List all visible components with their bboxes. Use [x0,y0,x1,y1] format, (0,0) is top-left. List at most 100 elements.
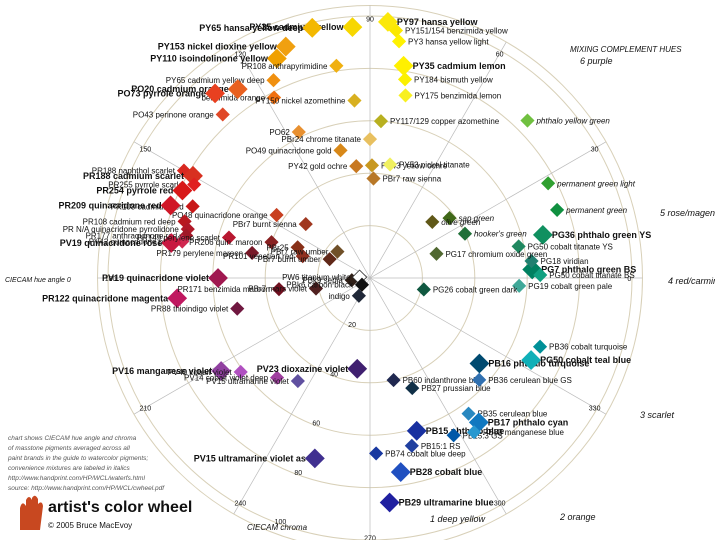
pigment-label: PR171 benzimida maroon [177,285,270,294]
complement-label: 4 red/carmine [668,276,715,286]
pigment-label: PR101 venetian red [223,252,294,261]
pigment-label: PO43 perinone orange [133,110,215,119]
pigment-marker [349,159,364,174]
hue-spoke [369,277,507,515]
pigment-marker [511,239,526,254]
pigment-marker [425,214,440,229]
angle-tick-label: 0 [627,276,631,283]
pigment-marker [521,350,541,370]
pigment-label: PB35 cerulean blue [478,410,548,419]
pigment-label: PR122 quinacridone magenta [42,293,169,303]
pigment-label: PV49 cobalt violet [168,368,233,377]
pigment-label: PB15:1 RS [421,442,461,451]
pigment-label: PG50 cobalt titanate BS [549,271,634,280]
hue-zero-label: CIECAM hue angle 0 [5,277,71,284]
pigment-marker [520,113,535,128]
pigment-label: PW6 titanium white [282,273,351,282]
pigment-label: PG50 cobalt titanate YS [528,242,613,251]
pigment-marker [266,90,282,105]
pigment-label: PG26 cobalt green dark [433,285,518,294]
pigment-label: PBr7 mars violet [248,284,307,293]
pigment-label: PY35 cadmium yellow [249,22,344,32]
pigment-label: PV16 manganese violet [112,366,212,376]
pigment-marker [469,353,490,374]
chart-note: of masstone pigments averaged across all [8,445,130,452]
chroma-tick-label: 40 [330,371,338,378]
pigment-marker [386,373,401,388]
pigment-label: PB36 cobalt turquoise [549,343,628,352]
pigment-marker [388,23,404,38]
pigment-label: PR N/A quinacridone pyrrolidone [63,225,180,234]
radial-axis-title: CIECAM chroma [247,523,308,532]
pigment-label: PB29 ultramarine blue [399,497,494,507]
pigment-label: PY65 hansa yellow deep [199,23,304,33]
pigment-marker [366,171,381,186]
pigment-marker [442,211,457,226]
pigment-marker [533,267,548,283]
pigment-label: PR177 anthraquinone red [86,232,178,241]
pigment-marker [308,281,324,296]
complement-label: 5 rose/magenta [660,208,715,218]
angle-tick-label: 240 [234,501,246,508]
pigment-marker [429,246,444,261]
pigment-label: benzimida orange [201,94,265,103]
pigment-marker [405,380,420,396]
pigment-marker [524,253,539,269]
pigment-marker [446,428,461,443]
pigment-label: PB33 manganese blue [483,428,565,437]
pigment-label: PBr7 raw sienna [382,175,441,184]
complement-label: 2 orange [559,512,596,522]
pigment-marker [393,55,414,76]
angle-tick-label: 270 [364,535,376,540]
pigment-label: PB15:3 GS [463,431,503,440]
pigment-label: PO62 [269,128,290,137]
pigment-marker [342,17,363,37]
pigment-label: PV15 ultramarine violet [206,377,289,386]
hue-spoke [369,277,607,415]
pigment-label: PR88 thioindigo violet [151,305,229,314]
pigment-marker [291,124,306,140]
pigment-marker [457,226,473,241]
pigment-label: PB16 phthalo turquoise [488,358,589,368]
pigment-label: PB36 cerulean blue GS [488,376,572,385]
pigment-label: PY110 isoindolinone yellow [150,54,269,64]
pigment-marker [466,425,482,440]
pigment-marker [266,48,287,69]
pigment-marker [512,278,527,293]
pigment-marker [406,420,427,441]
pigment-marker [347,358,368,379]
pigment-label: permanent green [565,206,627,215]
pigment-marker [208,268,228,288]
pigment-label: PR179 perylene maroon [156,249,243,258]
pigment-marker [302,17,323,38]
pigment-marker [351,288,366,303]
pigment-label: PB15 phthalo blue [426,426,505,436]
pigment-label: PY97 hansa yellow [397,17,479,27]
pigment-label: PB28 cobalt blue [410,467,483,477]
pigment-label: PB60 indanthrone blue [403,376,485,385]
pigment-marker [416,282,431,297]
pigment-marker [160,195,181,216]
pigment-label: PR206 quin. maroon [189,238,262,247]
chart-note: source: http://www.handprint.com/HP/WCL/… [8,485,165,492]
pigment-marker [329,58,344,73]
pigment-marker [364,158,380,173]
angle-tick-label: 300 [494,501,506,508]
pigment-label: PV14 cobalt violet deep [184,374,269,383]
pigment-marker [227,79,248,100]
pigment-label: PR188 naphthol scarlet [92,167,176,176]
pigment-marker [333,143,348,158]
pigment-label: PY151/154 benzimida yellow [405,26,508,35]
pigment-marker [391,34,407,49]
pigment-marker [472,372,487,387]
pigment-marker [379,492,400,513]
angle-tick-label: 30 [591,146,599,153]
pigment-label: PG17 chromium oxide green [445,250,547,259]
pigment-marker [382,157,398,172]
pigment-marker [221,230,237,245]
pigment-marker [245,245,260,261]
pigment-marker [215,107,230,122]
pigment-label: PG50 cobalt teal blue [540,355,631,365]
pigment-label: PV19 quinacridone rose [60,238,163,248]
